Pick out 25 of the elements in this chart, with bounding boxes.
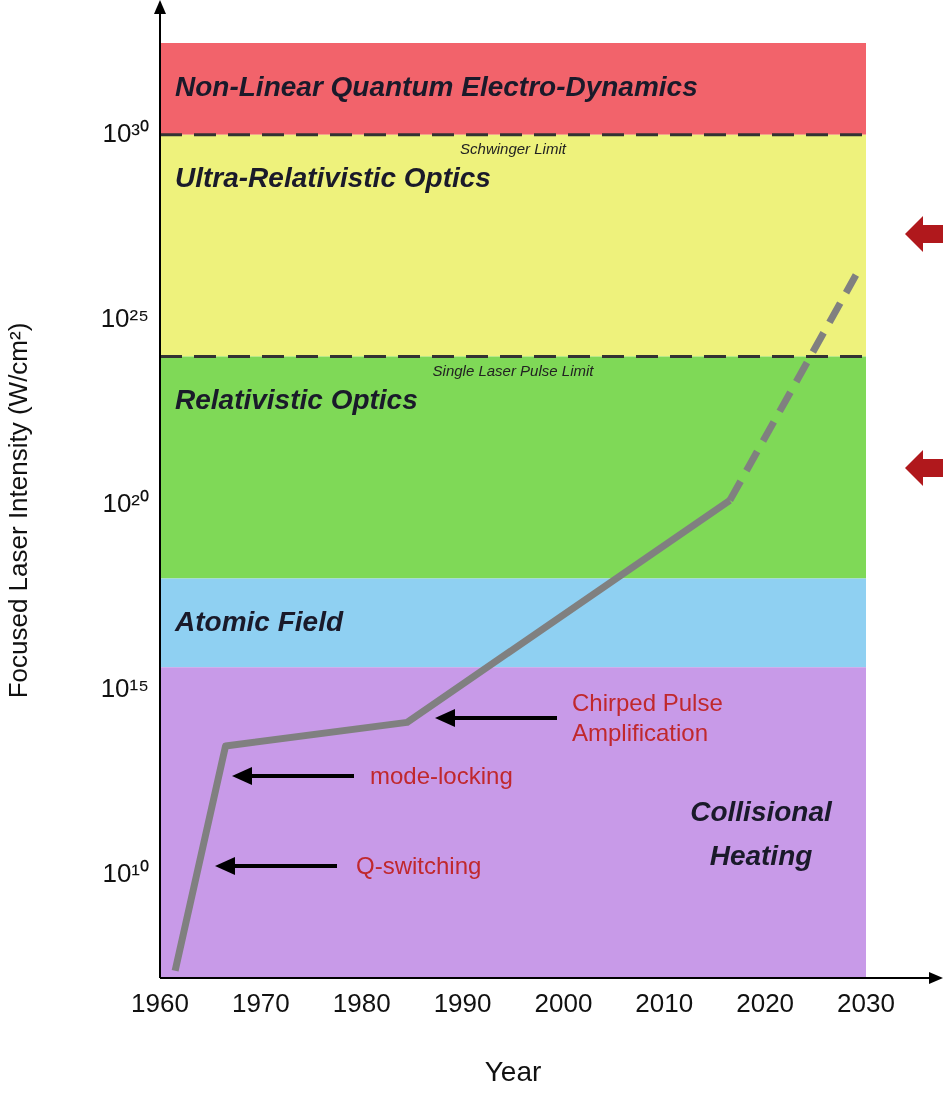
annotation: Chirped Pulse Amplification bbox=[572, 688, 724, 748]
ref-line-label: Schwinger Limit bbox=[460, 140, 567, 158]
x-tick-label: 1990 bbox=[433, 987, 492, 1018]
annotation: mode-locking bbox=[370, 761, 513, 791]
y-tick-label: 10²⁰ bbox=[102, 487, 149, 518]
x-tick-label: 1980 bbox=[332, 987, 391, 1018]
x-tick-label: 2020 bbox=[736, 987, 795, 1018]
y-tick-label: 10¹⁰ bbox=[102, 857, 149, 888]
x-tick-label: 2030 bbox=[837, 987, 895, 1018]
band-label: Collisional Heating bbox=[690, 795, 833, 871]
x-tick-label: 1960 bbox=[131, 987, 189, 1018]
x-tick-label: 2010 bbox=[635, 987, 694, 1018]
y-tick-label: 10³⁰ bbox=[102, 117, 149, 148]
ref-line-label: Single Laser Pulse Limit bbox=[432, 362, 595, 380]
band-label: Relativistic Optics bbox=[175, 384, 418, 416]
band-label: Atomic Field bbox=[174, 605, 344, 637]
y-tick-label: 10¹⁵ bbox=[100, 672, 149, 703]
x-tick-label: 1970 bbox=[231, 987, 290, 1018]
x-tick-label: 2000 bbox=[534, 987, 593, 1018]
band-label: Non-Linear Quantum Electro-Dynamics bbox=[175, 70, 698, 102]
band-label: Ultra-Relativistic Optics bbox=[175, 162, 491, 194]
y-axis-title: Focused Laser Intensity (W/cm²) bbox=[2, 322, 33, 699]
x-axis-title: Year bbox=[484, 1055, 542, 1087]
y-tick-label: 10²⁵ bbox=[100, 302, 149, 333]
annotation: Q-switching bbox=[356, 851, 482, 881]
